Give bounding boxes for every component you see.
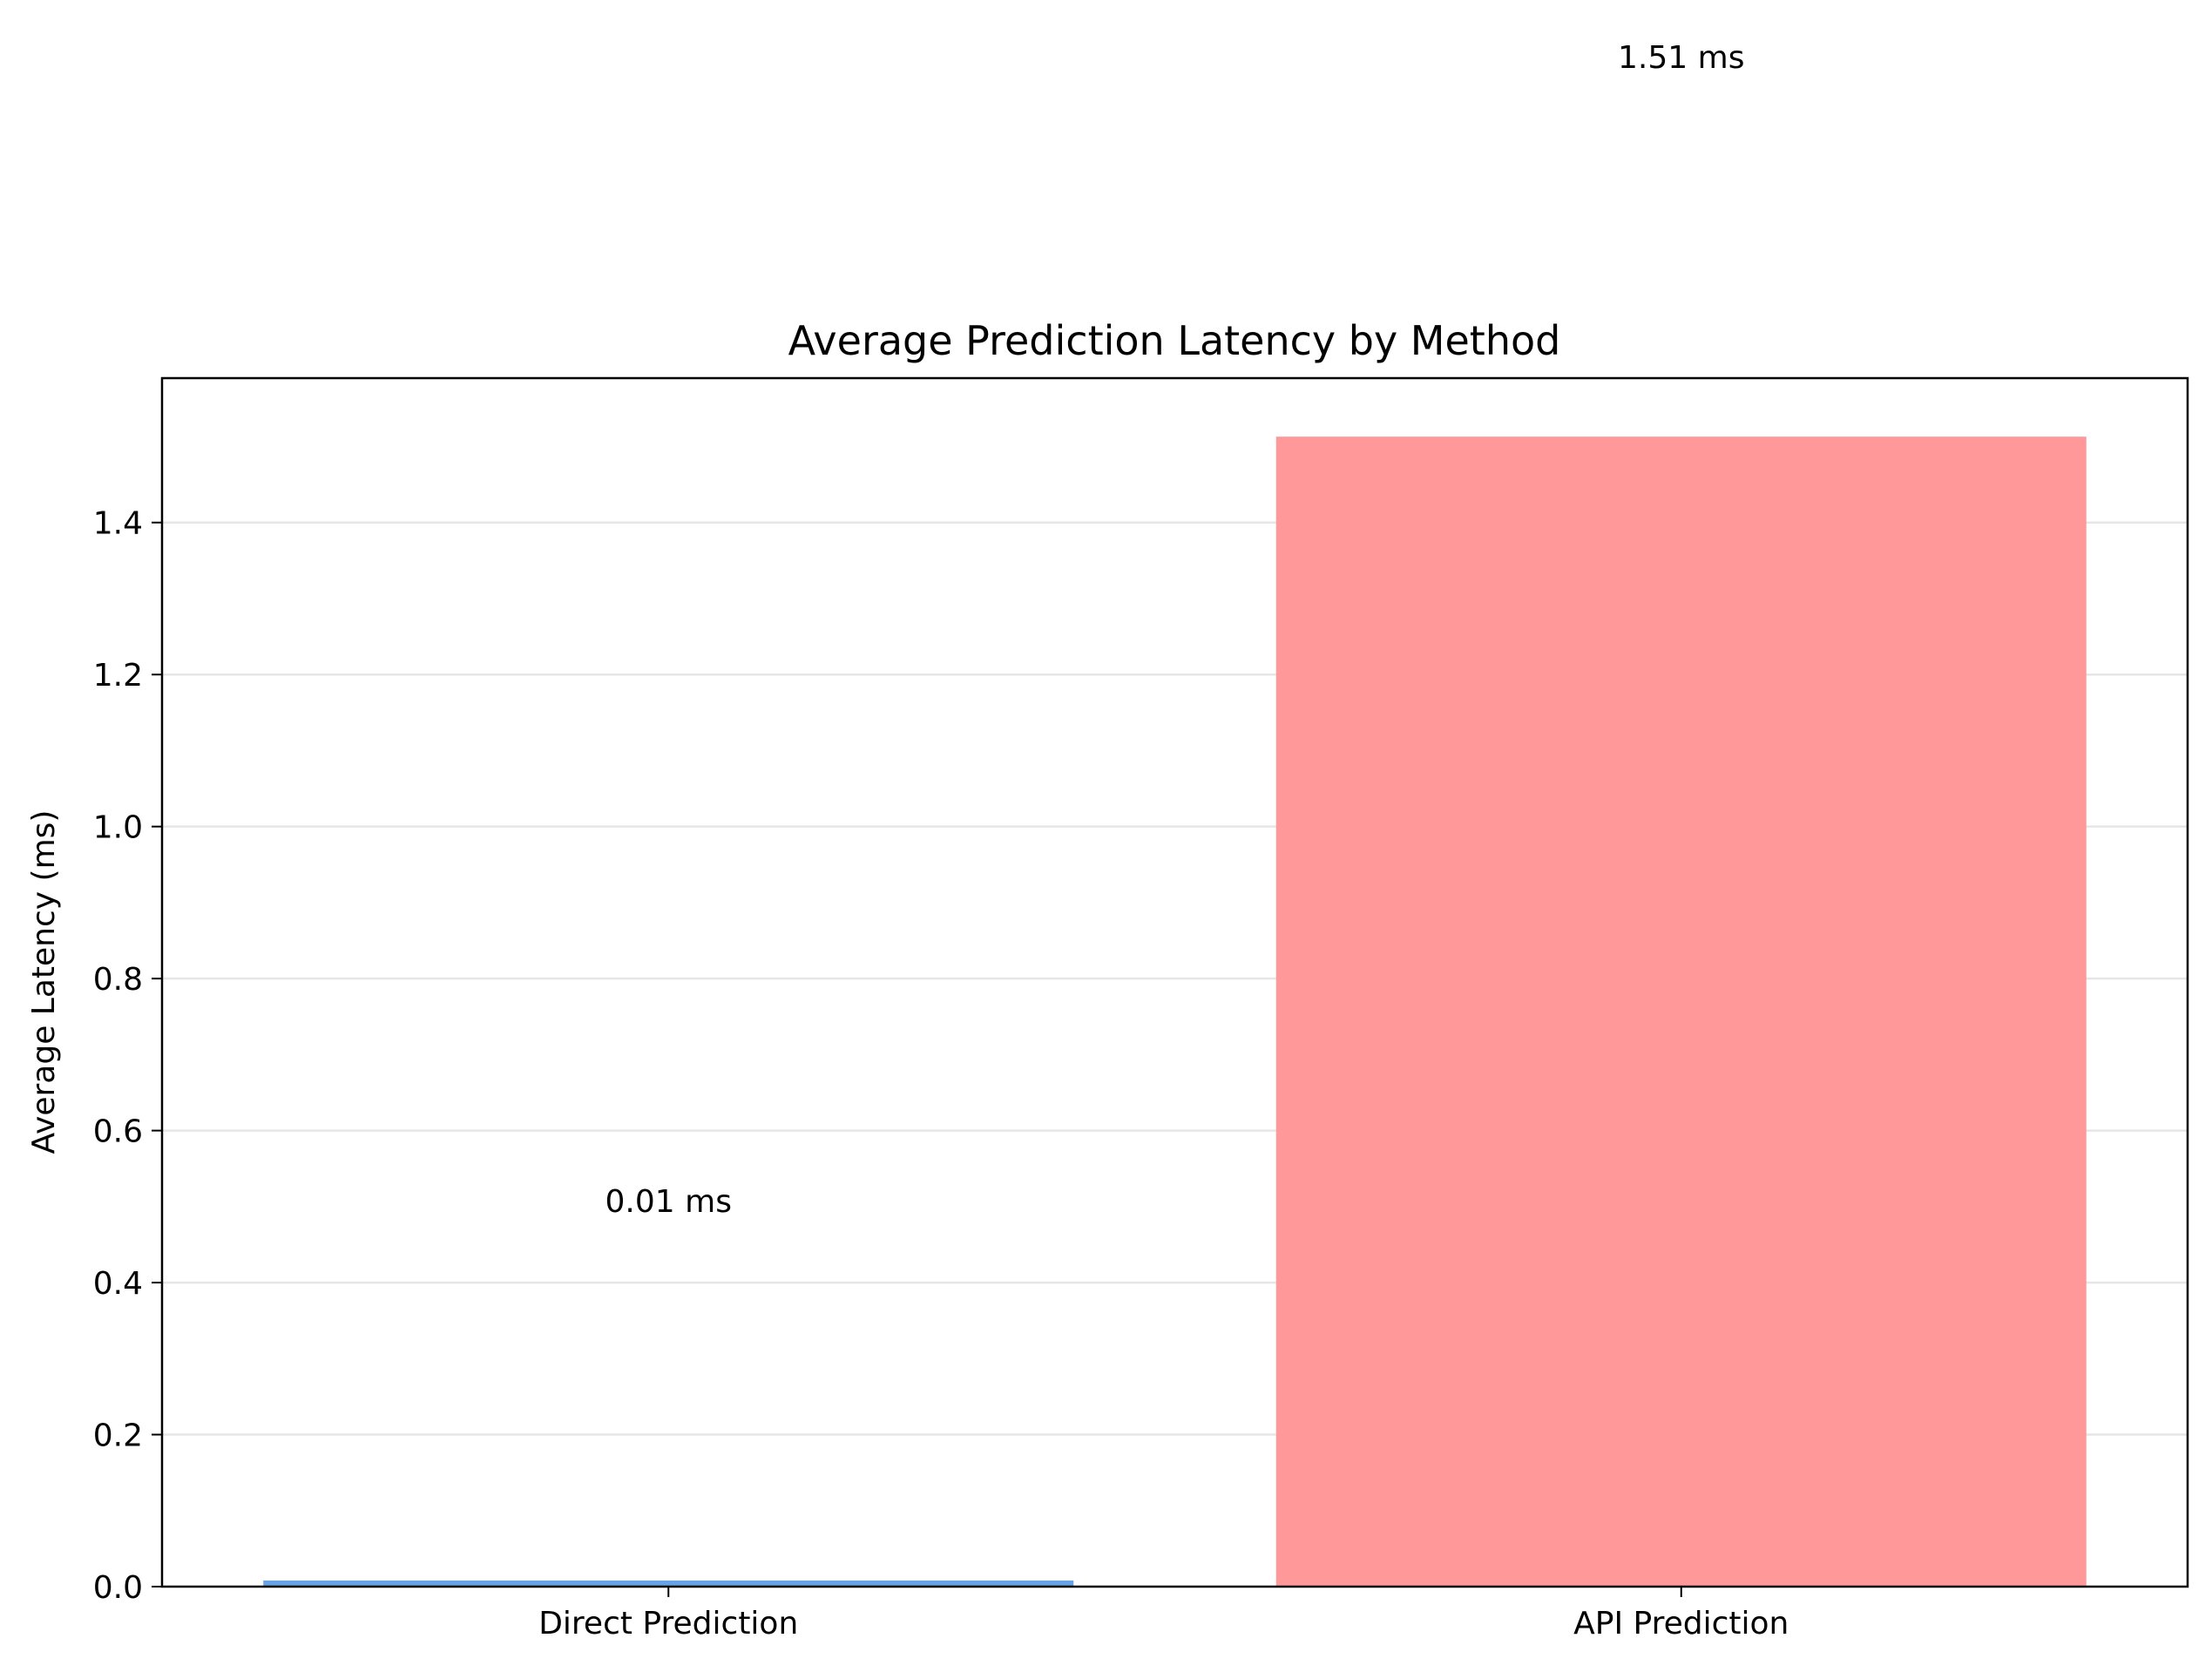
bars (263, 437, 2087, 1587)
y-tick-label: 0.2 (93, 1418, 143, 1454)
y-axis-title: Average Latency (ms) (26, 810, 62, 1154)
y-axis: 0.0 0.2 0.4 0.6 0.8 1.0 1.2 1.4 (93, 506, 162, 1606)
data-label-2: 1.51 ms (1618, 40, 1744, 76)
y-tick-label: 1.4 (93, 506, 143, 542)
x-tick-label: Direct Prediction (538, 1606, 798, 1642)
y-tick-label: 0.4 (93, 1266, 143, 1302)
bar-2 (1275, 437, 2087, 1587)
chart-title: Average Prediction Latency by Method (788, 317, 1561, 364)
y-tick-label: 0.6 (93, 1114, 143, 1150)
bar-1 (263, 1581, 1074, 1587)
y-tick-label: 0.8 (93, 962, 143, 998)
plot-frame (160, 376, 2189, 1588)
gridlines (162, 521, 2188, 1436)
y-tick-label: 0.0 (93, 1570, 143, 1606)
data-labels: 0.01 ms 1.51 ms (605, 40, 1745, 1220)
x-axis: Direct Prediction API Prediction (538, 1587, 1789, 1642)
y-tick-label: 1.2 (93, 658, 143, 694)
data-label-1: 0.01 ms (605, 1184, 732, 1220)
y-tick-label: 1.0 (93, 810, 143, 846)
x-tick-label: API Prediction (1573, 1606, 1789, 1642)
